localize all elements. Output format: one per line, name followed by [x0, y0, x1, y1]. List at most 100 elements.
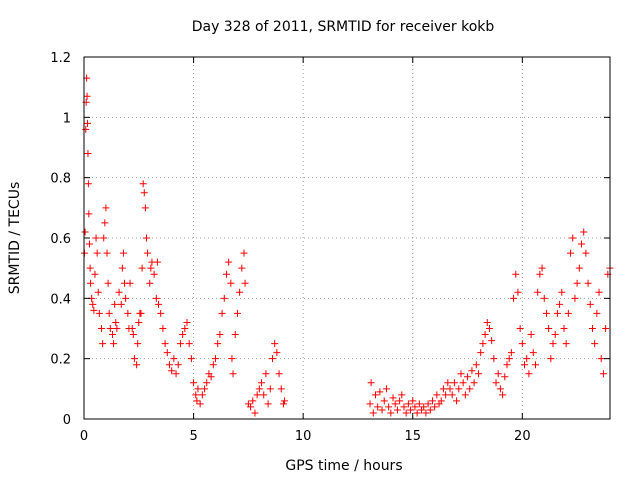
- data-point: [138, 264, 146, 272]
- x-tick-label: 10: [295, 429, 312, 444]
- data-point: [92, 234, 100, 242]
- data-point: [172, 370, 180, 378]
- data-point: [453, 397, 461, 405]
- data-point: [402, 409, 410, 417]
- data-point: [501, 373, 509, 381]
- data-point: [409, 397, 417, 405]
- data-point: [518, 340, 526, 348]
- data-point: [571, 294, 579, 302]
- data-point: [485, 325, 493, 332]
- data-points: [80, 74, 614, 417]
- x-axis-label: GPS time / hours: [285, 458, 402, 474]
- data-point: [98, 325, 106, 332]
- data-point: [404, 400, 412, 408]
- data-point: [490, 355, 498, 363]
- y-axis-label: SRMTID / TECUs: [7, 182, 23, 295]
- data-point: [100, 234, 108, 242]
- data-point: [431, 403, 439, 411]
- data-point: [536, 270, 544, 278]
- data-point: [387, 409, 395, 417]
- data-point: [113, 325, 121, 332]
- data-point: [448, 391, 456, 399]
- data-point: [393, 406, 401, 414]
- data-point: [277, 385, 285, 393]
- data-point: [260, 391, 268, 399]
- data-point: [135, 318, 143, 326]
- data-point: [573, 279, 581, 287]
- data-point: [599, 370, 607, 378]
- data-point: [183, 318, 191, 326]
- data-point: [108, 331, 116, 339]
- data-point: [415, 400, 423, 408]
- data-point: [499, 391, 507, 399]
- x-tick-label: 15: [404, 429, 421, 444]
- data-point: [140, 189, 148, 197]
- data-point: [457, 370, 465, 378]
- data-point: [266, 385, 274, 393]
- data-point: [104, 279, 112, 287]
- data-point: [207, 373, 215, 381]
- data-point: [562, 340, 570, 348]
- data-point: [130, 355, 138, 363]
- data-point: [159, 325, 167, 332]
- data-point: [494, 370, 502, 378]
- data-point: [192, 391, 200, 399]
- data-point: [507, 349, 515, 357]
- data-point: [437, 397, 445, 405]
- data-point: [247, 403, 255, 411]
- data-point: [560, 325, 568, 332]
- x-tick-label: 0: [80, 429, 88, 444]
- data-point: [89, 300, 97, 308]
- data-point: [147, 264, 155, 272]
- data-point: [225, 258, 233, 266]
- data-point: [193, 397, 201, 405]
- data-point: [588, 325, 596, 332]
- data-point: [122, 294, 130, 302]
- data-point: [475, 370, 482, 378]
- data-point: [380, 397, 388, 405]
- data-point: [133, 361, 141, 369]
- data-point: [442, 391, 450, 399]
- data-point: [268, 355, 276, 363]
- data-point: [228, 355, 236, 363]
- data-point: [439, 385, 447, 393]
- data-point: [558, 288, 566, 296]
- data-point: [468, 367, 476, 375]
- data-point: [575, 264, 583, 272]
- data-point: [126, 279, 134, 287]
- data-point: [101, 219, 109, 227]
- data-point: [152, 294, 160, 302]
- data-point: [582, 249, 590, 257]
- data-point: [117, 300, 125, 308]
- data-point: [112, 318, 120, 326]
- data-point: [472, 361, 480, 369]
- data-point: [157, 309, 165, 317]
- data-point: [455, 385, 463, 393]
- data-point: [129, 331, 137, 339]
- data-point: [84, 150, 92, 158]
- data-point: [251, 409, 259, 417]
- data-point: [218, 309, 226, 317]
- data-point: [400, 403, 408, 411]
- data-point: [378, 406, 386, 414]
- data-point: [510, 294, 518, 302]
- data-point: [115, 288, 123, 296]
- data-point: [118, 264, 126, 272]
- data-point: [99, 340, 107, 348]
- data-point: [227, 279, 235, 287]
- data-point: [85, 240, 93, 248]
- data-point: [525, 370, 533, 378]
- data-point: [523, 355, 531, 363]
- data-point: [201, 385, 209, 393]
- data-point: [488, 337, 496, 345]
- y-tick-label: 0.4: [50, 292, 71, 307]
- data-point: [212, 355, 219, 363]
- data-point: [534, 288, 542, 296]
- data-point: [545, 325, 553, 332]
- data-point: [496, 385, 504, 393]
- data-point: [179, 331, 187, 339]
- y-tick-label: 0: [63, 413, 71, 428]
- data-point: [105, 309, 113, 317]
- data-point: [233, 309, 241, 317]
